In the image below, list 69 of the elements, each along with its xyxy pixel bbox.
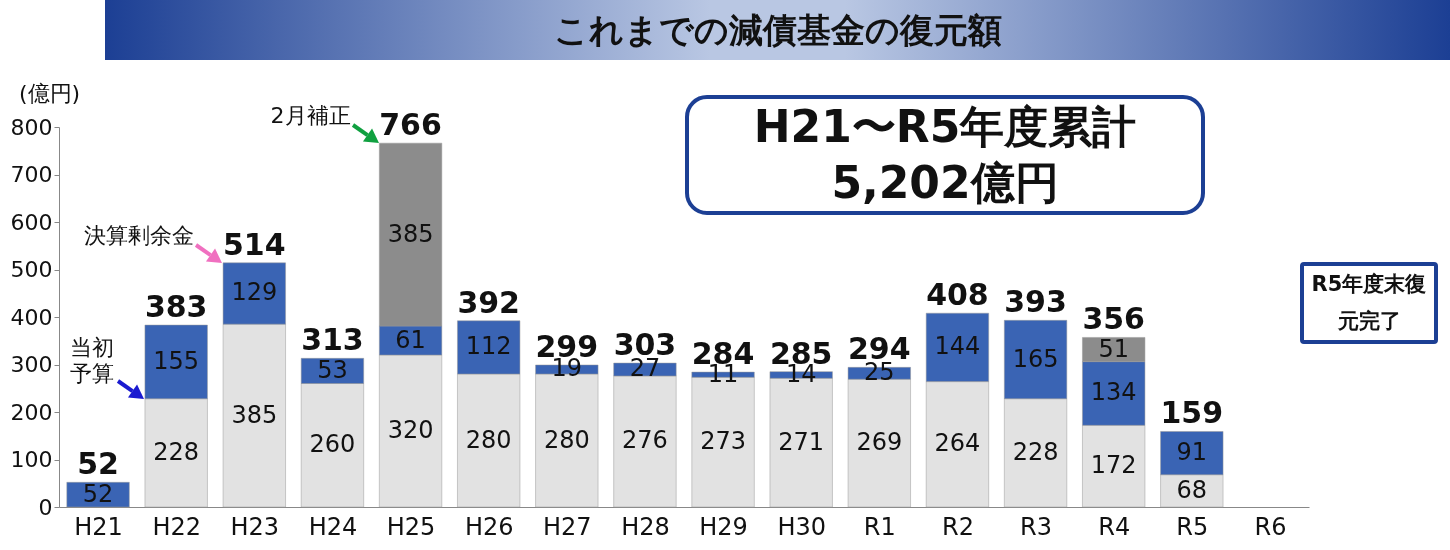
data-label: 385 [231, 400, 278, 429]
total-label: 383 [144, 289, 208, 325]
data-label: 61 [395, 325, 426, 354]
x-tick-label: H21 [74, 512, 123, 541]
total-label: 52 [77, 446, 119, 482]
y-tick-label: 300 [10, 352, 53, 377]
x-tick-label: R6 [1254, 512, 1287, 541]
x-tick-label: R2 [941, 512, 974, 541]
data-label: 165 [1012, 344, 1059, 373]
data-label: 280 [465, 425, 512, 454]
x-tick-label: H30 [777, 512, 826, 541]
data-label: 276 [622, 426, 668, 455]
y-axis-title: (億円) [18, 80, 81, 106]
data-label: 280 [543, 425, 590, 454]
y-tick-label: 0 [38, 494, 53, 520]
data-label: 52 [82, 479, 114, 508]
data-label: 68 [1176, 475, 1208, 504]
x-tick-label: H22 [152, 512, 201, 541]
x-tick-label: H29 [699, 512, 748, 541]
data-label: 129 [231, 278, 278, 307]
total-label: 766 [379, 107, 442, 143]
data-label: 273 [700, 427, 746, 456]
x-tick-label: R4 [1098, 512, 1131, 541]
data-label: 134 [1090, 378, 1137, 407]
total-label: 159 [1160, 395, 1224, 431]
x-tick-label: H23 [230, 512, 280, 541]
annotation: 決算剰余金 [84, 222, 195, 249]
x-tick-label: H27 [543, 512, 592, 541]
total-label: 313 [301, 322, 364, 358]
data-label: 271 [778, 427, 825, 456]
total-label: 392 [457, 284, 520, 320]
y-tick-label: 600 [10, 209, 53, 235]
data-label: 228 [153, 437, 200, 466]
data-label: 155 [153, 346, 200, 375]
total-label: 514 [223, 226, 286, 262]
total-label: 356 [1082, 301, 1145, 337]
bar [66, 482, 130, 508]
annotation: 2月補正 [270, 103, 351, 130]
data-label: 144 [934, 332, 981, 361]
data-label: 51 [1098, 334, 1129, 363]
data-label: 260 [309, 430, 356, 459]
y-tick-label: 500 [10, 257, 53, 282]
data-label: 228 [1012, 437, 1059, 466]
total-label: 393 [1004, 284, 1067, 320]
y-tick-label: 400 [10, 304, 53, 330]
data-label: 53 [317, 355, 348, 384]
x-tick-label: R3 [1020, 512, 1053, 541]
data-label: 264 [934, 429, 981, 458]
annotation: 当初予算 [68, 334, 115, 387]
x-tick-label: H25 [386, 512, 436, 541]
y-tick-label: 700 [10, 162, 53, 187]
data-label: 269 [856, 428, 903, 457]
y-tick-label: 200 [10, 399, 53, 425]
data-label: 385 [387, 219, 434, 248]
callout-box: H21〜R5年度累計 5,202億円 [685, 95, 1205, 215]
x-tick-label: H28 [621, 512, 670, 541]
data-label: 112 [465, 332, 512, 361]
chart-title: これまでの減債基金の復元額 [105, 0, 1450, 60]
data-label: 91 [1176, 438, 1208, 467]
y-tick-label: 100 [10, 447, 53, 472]
x-tick-label: R5 [1176, 512, 1209, 541]
total-label: 408 [926, 277, 989, 313]
x-tick-label: H26 [464, 512, 514, 541]
y-tick-label: 800 [10, 114, 53, 140]
x-tick-label: R1 [863, 512, 896, 541]
data-label: 320 [387, 416, 434, 444]
callout-box: R5年度末復元完了 [1300, 262, 1438, 344]
data-label: 172 [1090, 451, 1137, 480]
x-tick-label: H24 [308, 512, 358, 541]
